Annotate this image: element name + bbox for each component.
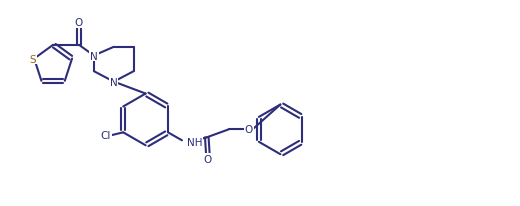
Text: NH: NH [187,137,202,147]
Text: N: N [110,77,118,87]
Text: O: O [75,18,83,28]
Text: O: O [244,125,253,135]
Text: N: N [90,51,98,61]
Text: Cl: Cl [101,131,111,141]
Text: S: S [30,54,36,64]
Text: O: O [204,154,212,164]
